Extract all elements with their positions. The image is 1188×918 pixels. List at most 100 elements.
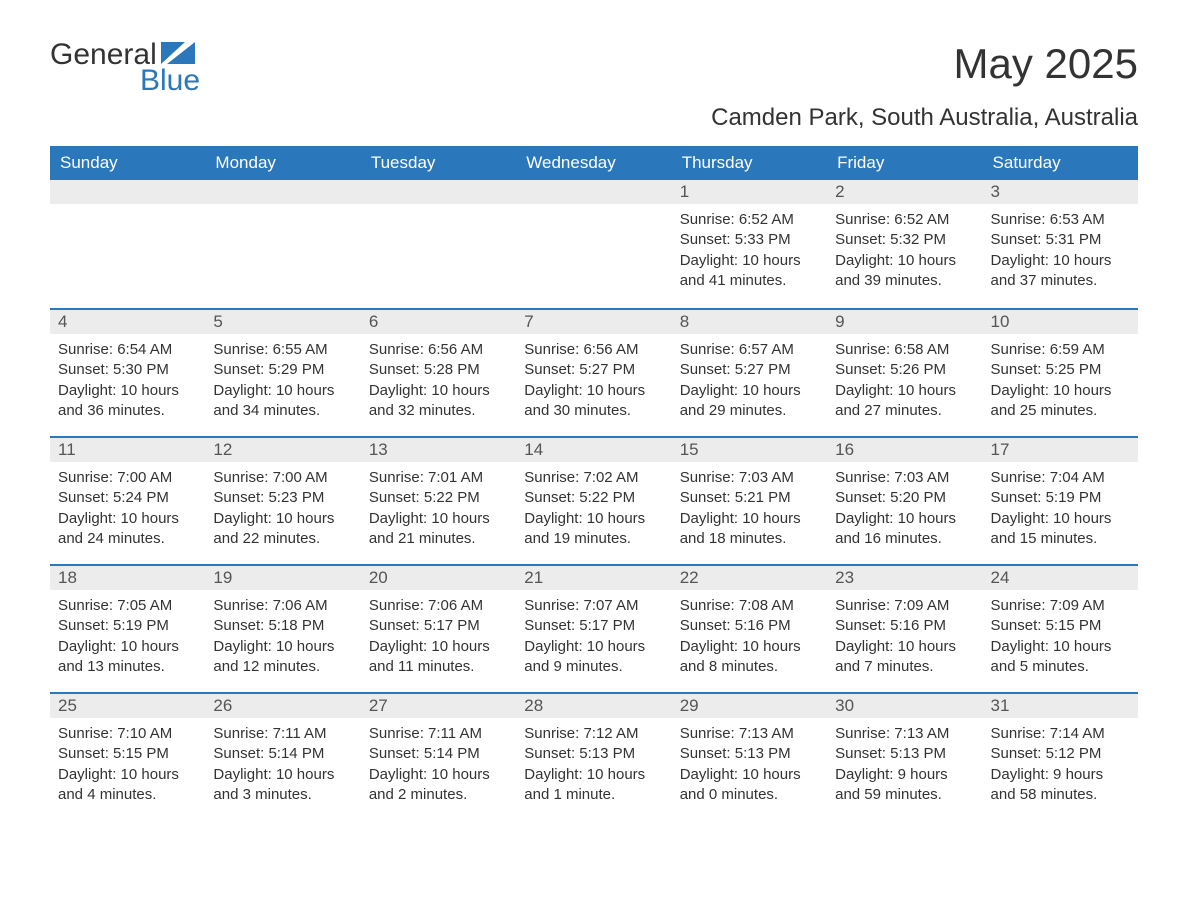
day-cell: 9Sunrise: 6:58 AMSunset: 5:26 PMDaylight… [827,310,982,436]
day-sunrise: Sunrise: 6:55 AM [213,340,352,360]
day-sunrise: Sunrise: 7:12 AM [524,724,663,744]
day-sunrise: Sunrise: 6:58 AM [835,340,974,360]
day-sunrise: Sunrise: 6:52 AM [835,210,974,230]
day-sunset: Sunset: 5:12 PM [991,744,1130,764]
day-sunset: Sunset: 5:22 PM [524,488,663,508]
day-cell: 7Sunrise: 6:56 AMSunset: 5:27 PMDaylight… [516,310,671,436]
day-number: 27 [361,694,516,718]
day-day2: and 13 minutes. [58,657,197,677]
day-day1: Daylight: 10 hours [369,381,508,401]
day-cell: 19Sunrise: 7:06 AMSunset: 5:18 PMDayligh… [205,566,360,692]
day-body: Sunrise: 6:56 AMSunset: 5:27 PMDaylight:… [516,334,671,433]
day-sunset: Sunset: 5:13 PM [680,744,819,764]
day-body: Sunrise: 7:00 AMSunset: 5:24 PMDaylight:… [50,462,205,561]
day-day2: and 1 minute. [524,785,663,805]
day-cell: 25Sunrise: 7:10 AMSunset: 5:15 PMDayligh… [50,694,205,820]
day-sunrise: Sunrise: 7:09 AM [835,596,974,616]
day-sunrise: Sunrise: 6:54 AM [58,340,197,360]
day-sunrise: Sunrise: 7:04 AM [991,468,1130,488]
page-title: May 2025 [954,40,1138,88]
day-day2: and 25 minutes. [991,401,1130,421]
day-cell: 18Sunrise: 7:05 AMSunset: 5:19 PMDayligh… [50,566,205,692]
day-sunset: Sunset: 5:26 PM [835,360,974,380]
day-cell: 14Sunrise: 7:02 AMSunset: 5:22 PMDayligh… [516,438,671,564]
day-day1: Daylight: 10 hours [835,251,974,271]
day-cell: 24Sunrise: 7:09 AMSunset: 5:15 PMDayligh… [983,566,1138,692]
day-number: 4 [50,310,205,334]
day-sunset: Sunset: 5:13 PM [835,744,974,764]
day-day1: Daylight: 10 hours [369,765,508,785]
day-day1: Daylight: 10 hours [991,637,1130,657]
day-cell: 27Sunrise: 7:11 AMSunset: 5:14 PMDayligh… [361,694,516,820]
day-body: Sunrise: 7:08 AMSunset: 5:16 PMDaylight:… [672,590,827,689]
day-cell: 22Sunrise: 7:08 AMSunset: 5:16 PMDayligh… [672,566,827,692]
day-sunset: Sunset: 5:19 PM [58,616,197,636]
day-cell: 26Sunrise: 7:11 AMSunset: 5:14 PMDayligh… [205,694,360,820]
day-body: Sunrise: 7:11 AMSunset: 5:14 PMDaylight:… [205,718,360,817]
day-day2: and 36 minutes. [58,401,197,421]
day-number: 7 [516,310,671,334]
day-number: 18 [50,566,205,590]
day-sunrise: Sunrise: 7:14 AM [991,724,1130,744]
weekday-header: Saturday [983,146,1138,180]
day-body: Sunrise: 7:02 AMSunset: 5:22 PMDaylight:… [516,462,671,561]
day-number: 1 [672,180,827,204]
day-cell: 12Sunrise: 7:00 AMSunset: 5:23 PMDayligh… [205,438,360,564]
day-sunrise: Sunrise: 7:10 AM [58,724,197,744]
day-sunset: Sunset: 5:14 PM [369,744,508,764]
day-sunset: Sunset: 5:18 PM [213,616,352,636]
day-sunset: Sunset: 5:22 PM [369,488,508,508]
day-sunset: Sunset: 5:16 PM [680,616,819,636]
day-day2: and 59 minutes. [835,785,974,805]
day-cell: 17Sunrise: 7:04 AMSunset: 5:19 PMDayligh… [983,438,1138,564]
day-body: Sunrise: 7:06 AMSunset: 5:18 PMDaylight:… [205,590,360,689]
day-day2: and 15 minutes. [991,529,1130,549]
day-day2: and 29 minutes. [680,401,819,421]
day-day1: Daylight: 10 hours [369,637,508,657]
day-sunset: Sunset: 5:25 PM [991,360,1130,380]
day-sunset: Sunset: 5:30 PM [58,360,197,380]
day-sunrise: Sunrise: 7:13 AM [835,724,974,744]
day-body: Sunrise: 7:14 AMSunset: 5:12 PMDaylight:… [983,718,1138,817]
day-day1: Daylight: 9 hours [835,765,974,785]
location-label: Camden Park, South Australia, Australia [50,104,1138,132]
day-cell: 23Sunrise: 7:09 AMSunset: 5:16 PMDayligh… [827,566,982,692]
day-body: Sunrise: 7:10 AMSunset: 5:15 PMDaylight:… [50,718,205,817]
day-number: 22 [672,566,827,590]
day-sunrise: Sunrise: 6:52 AM [680,210,819,230]
day-body: Sunrise: 7:03 AMSunset: 5:21 PMDaylight:… [672,462,827,561]
header: General Blue May 2025 [50,40,1138,96]
day-day2: and 24 minutes. [58,529,197,549]
day-day1: Daylight: 10 hours [524,765,663,785]
day-body: Sunrise: 7:12 AMSunset: 5:13 PMDaylight:… [516,718,671,817]
day-day2: and 5 minutes. [991,657,1130,677]
day-cell: 2Sunrise: 6:52 AMSunset: 5:32 PMDaylight… [827,180,982,308]
day-day1: Daylight: 10 hours [680,637,819,657]
day-day2: and 2 minutes. [369,785,508,805]
day-cell [516,180,671,308]
day-body: Sunrise: 7:07 AMSunset: 5:17 PMDaylight:… [516,590,671,689]
day-number: 30 [827,694,982,718]
day-sunset: Sunset: 5:31 PM [991,230,1130,250]
weekday-header: Tuesday [361,146,516,180]
day-cell: 5Sunrise: 6:55 AMSunset: 5:29 PMDaylight… [205,310,360,436]
day-day1: Daylight: 10 hours [680,509,819,529]
day-body: Sunrise: 6:52 AMSunset: 5:32 PMDaylight:… [827,204,982,303]
day-day1: Daylight: 10 hours [58,381,197,401]
day-sunset: Sunset: 5:29 PM [213,360,352,380]
day-number: 8 [672,310,827,334]
logo: General Blue [50,40,200,96]
day-number: 11 [50,438,205,462]
day-number: 28 [516,694,671,718]
day-sunset: Sunset: 5:15 PM [991,616,1130,636]
day-day2: and 3 minutes. [213,785,352,805]
day-day1: Daylight: 10 hours [213,765,352,785]
week-row: 25Sunrise: 7:10 AMSunset: 5:15 PMDayligh… [50,692,1138,820]
day-day1: Daylight: 10 hours [680,251,819,271]
day-sunset: Sunset: 5:27 PM [680,360,819,380]
day-sunset: Sunset: 5:21 PM [680,488,819,508]
day-cell: 16Sunrise: 7:03 AMSunset: 5:20 PMDayligh… [827,438,982,564]
day-number: 25 [50,694,205,718]
day-body: Sunrise: 7:13 AMSunset: 5:13 PMDaylight:… [827,718,982,817]
day-body: Sunrise: 6:54 AMSunset: 5:30 PMDaylight:… [50,334,205,433]
